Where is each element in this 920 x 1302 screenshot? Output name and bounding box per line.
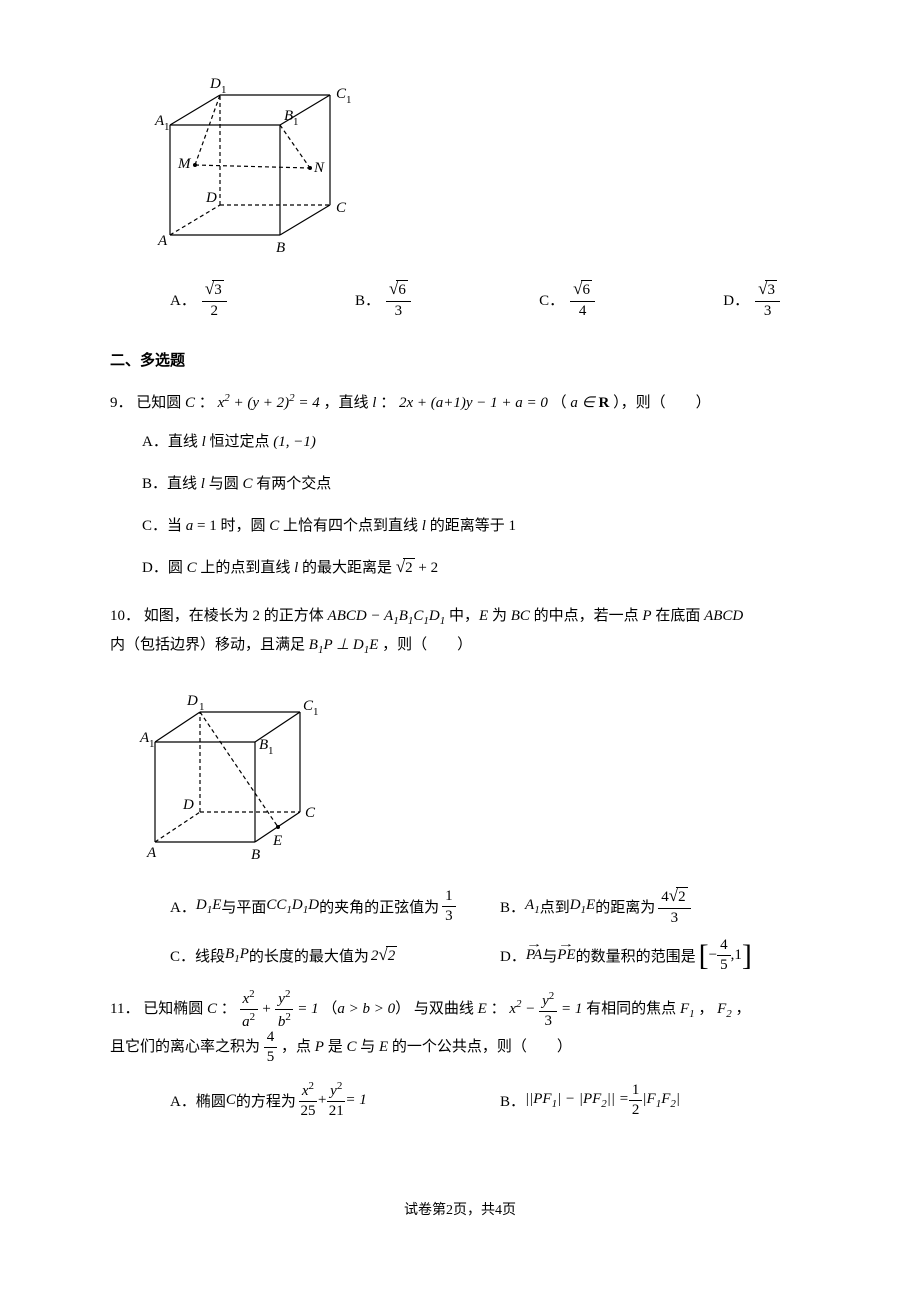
svg-text:1: 1 bbox=[268, 745, 274, 757]
q10-option-c: C．线段 B1P 的长度的最大值为 2√2 bbox=[170, 938, 470, 973]
q10-options: A． D1E 与平面 CC1D1D 的夹角的正弦值为 1 3 B． A1 点到 … bbox=[170, 887, 820, 973]
svg-text:A: A bbox=[146, 845, 157, 861]
q10-option-a: A． D1E 与平面 CC1D1D 的夹角的正弦值为 1 3 bbox=[170, 887, 470, 926]
svg-text:1: 1 bbox=[293, 116, 299, 128]
svg-text:B: B bbox=[284, 108, 293, 124]
svg-text:B: B bbox=[251, 847, 260, 863]
svg-text:1: 1 bbox=[313, 706, 319, 718]
svg-text:B: B bbox=[276, 240, 285, 256]
q10-option-d: D． PA 与 PE 的数量积的范围是 [ − 4 5 , 1 ] bbox=[500, 938, 800, 973]
q8-option-b: B． √6 3 bbox=[355, 280, 411, 319]
q8-option-d: D． √3 3 bbox=[723, 280, 780, 319]
svg-text:A: A bbox=[157, 233, 168, 249]
svg-text:B: B bbox=[259, 737, 268, 753]
svg-text:1: 1 bbox=[164, 121, 170, 133]
svg-text:1: 1 bbox=[221, 84, 227, 96]
q8-figure: A B C D A 1 B 1 C 1 D 1 M N bbox=[150, 60, 820, 265]
q10-option-b: B． A1 点到 D1E 的距离为 4√2 3 bbox=[500, 887, 800, 926]
svg-text:C: C bbox=[336, 200, 347, 216]
q9-option-a: A．直线 l 恒过定点 (1, −1) bbox=[142, 424, 820, 460]
q9-option-c: C．当 a = 1 时，圆 C 上恰有四个点到直线 l 的距离等于 1 bbox=[142, 508, 820, 544]
q10-figure: A B C D A 1 B 1 C 1 D 1 E bbox=[135, 677, 820, 872]
svg-text:1: 1 bbox=[149, 738, 155, 750]
svg-text:1: 1 bbox=[346, 94, 352, 106]
svg-text:N: N bbox=[313, 160, 325, 176]
q11: 11． 已知椭圆 C ： x2 a2 + y2 b2 = 1 （a > b > … bbox=[110, 989, 820, 1065]
q11-option-a: A．椭圆 C 的方程为 x2 25 + y2 21 = 1 bbox=[170, 1081, 470, 1119]
q10: 10． 如图，在棱长为 2 的正方体 ABCD − A1B1C1D1 中，E 为… bbox=[110, 602, 820, 662]
q11-option-b: B． ||PF1| − |PF2|| = 1 2 |F1F2| bbox=[500, 1081, 800, 1119]
q9-option-b: B．直线 l 与圆 C 有两个交点 bbox=[142, 466, 820, 502]
svg-text:D: D bbox=[209, 76, 221, 92]
q9: 9． 已知圆 C ： x2 + (y + 2)2 = 4 ，直线 l ： 2x … bbox=[110, 388, 820, 586]
q11-options: A．椭圆 C 的方程为 x2 25 + y2 21 = 1 B． ||PF1| … bbox=[170, 1081, 820, 1119]
svg-text:C: C bbox=[305, 805, 316, 821]
svg-text:E: E bbox=[272, 833, 282, 849]
svg-text:D: D bbox=[182, 797, 194, 813]
page-footer: 试卷第2页，共4页 bbox=[0, 1199, 920, 1239]
q8-option-a: A． √3 2 bbox=[170, 280, 227, 319]
svg-text:1: 1 bbox=[199, 701, 205, 713]
q9-option-d: D．圆 C 上的点到直线 l 的最大距离是 √2 + 2 bbox=[142, 550, 820, 586]
q8-option-c: C． √6 4 bbox=[539, 280, 595, 319]
svg-text:D: D bbox=[186, 693, 198, 709]
svg-text:M: M bbox=[177, 156, 192, 172]
q8-options: A． √3 2 B． √6 3 C． √6 4 D． √3 3 bbox=[170, 280, 820, 319]
svg-text:D: D bbox=[205, 190, 217, 206]
section-2-title: 二、多选题 bbox=[110, 349, 820, 370]
